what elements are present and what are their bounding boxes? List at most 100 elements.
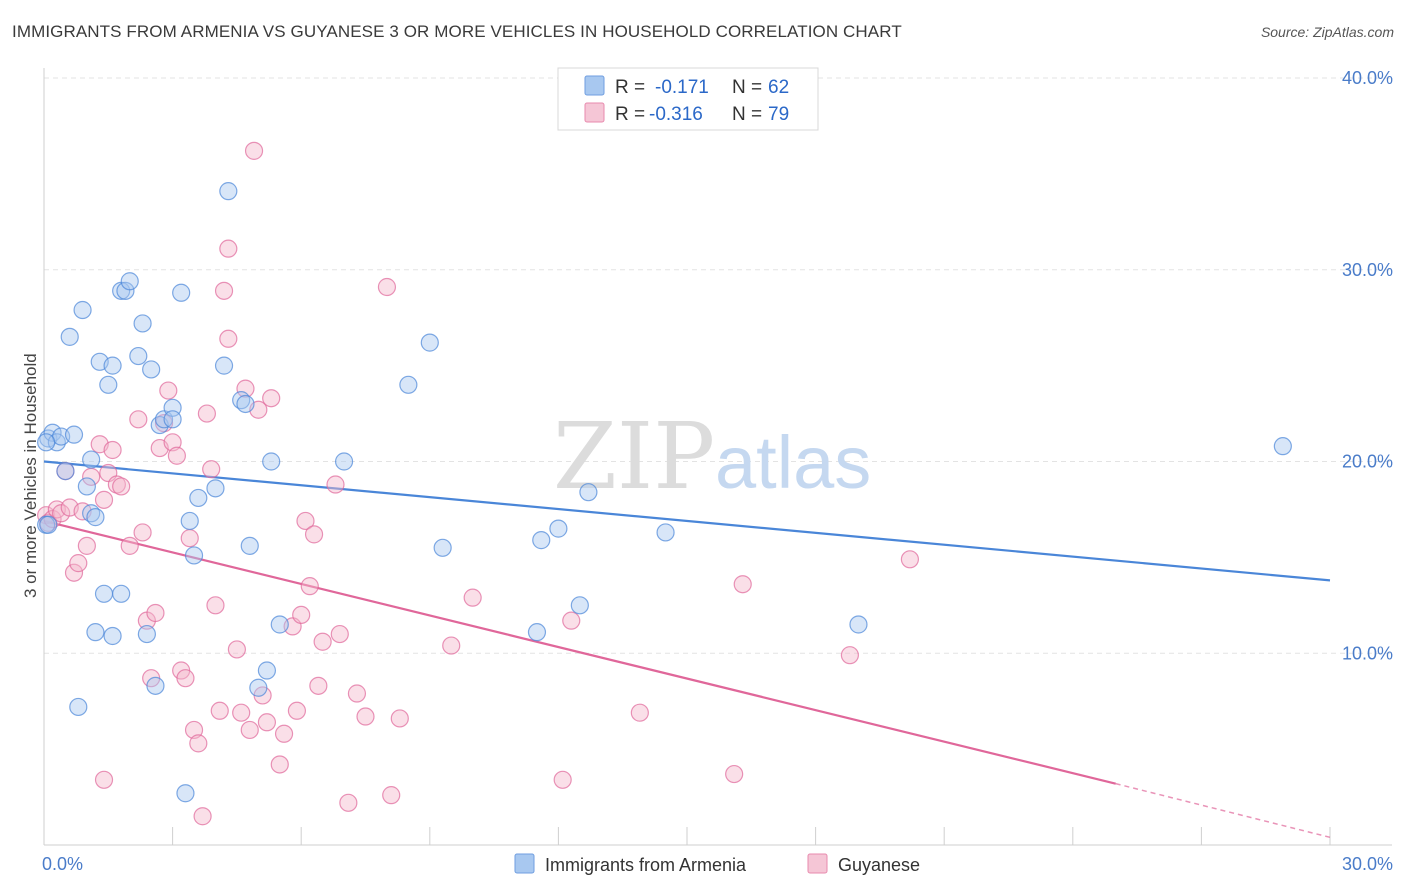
point-guyanese: [146, 603, 165, 623]
point-guyanese: [382, 786, 401, 805]
point-guyanese: [630, 703, 649, 722]
point-armenia: [133, 314, 152, 333]
point-armenia: [163, 410, 182, 429]
watermark-zip: ZIP: [553, 403, 715, 510]
point-armenia: [214, 356, 234, 375]
point-armenia: [103, 356, 122, 375]
point-armenia: [433, 538, 452, 557]
x-tick-label: 30.0%: [1342, 854, 1393, 874]
point-armenia: [579, 483, 598, 502]
point-armenia: [180, 511, 199, 531]
point-guyanese: [339, 793, 358, 812]
point-armenia: [189, 488, 208, 508]
trend-line-guyanese: [43, 519, 1116, 785]
legend-swatch-armenia: [584, 75, 605, 96]
point-armenia: [60, 327, 79, 346]
point-armenia: [527, 623, 547, 642]
x-axis-ticks: 0.0% 30.0%: [42, 854, 1393, 874]
y-tick-label: 20.0%: [1342, 452, 1393, 472]
point-armenia: [116, 281, 135, 300]
point-armenia: [82, 450, 101, 469]
point-armenia: [69, 697, 88, 717]
point-guyanese: [64, 563, 84, 582]
point-guyanese: [176, 669, 195, 688]
legend-n-guyanese: 79: [768, 104, 789, 125]
legend-r-armenia: -0.171: [655, 77, 709, 98]
point-guyanese: [463, 588, 482, 607]
watermark-atlas: atlas: [715, 421, 871, 504]
point-armenia: [570, 596, 589, 615]
y-axis-ticks: 10.0% 20.0% 30.0% 40.0%: [1342, 68, 1393, 663]
point-guyanese: [202, 460, 221, 479]
point-guyanese: [562, 611, 581, 630]
point-guyanese: [227, 640, 246, 659]
watermark: ZIP atlas: [553, 403, 871, 510]
point-armenia: [334, 452, 354, 471]
bottom-legend-guyanese: Guyanese: [838, 855, 920, 875]
point-armenia: [249, 678, 268, 697]
point-armenia: [39, 515, 58, 534]
point-guyanese: [725, 764, 744, 784]
point-guyanese: [442, 636, 461, 655]
point-guyanese: [184, 720, 204, 740]
point-guyanese: [77, 536, 96, 555]
point-guyanese: [206, 596, 225, 615]
point-guyanese: [347, 684, 367, 703]
y-tick-label: 30.0%: [1342, 260, 1393, 280]
point-guyanese: [112, 477, 131, 496]
point-armenia: [257, 661, 277, 680]
point-guyanese: [553, 770, 572, 789]
point-guyanese: [180, 529, 199, 548]
point-guyanese: [270, 755, 289, 774]
point-guyanese: [189, 734, 208, 753]
chart-title: IMMIGRANTS FROM ARMENIA VS GUYANESE 3 OR…: [12, 22, 902, 41]
point-guyanese: [900, 550, 920, 569]
point-guyanese: [274, 724, 294, 743]
point-armenia: [129, 346, 148, 366]
point-armenia: [270, 615, 289, 634]
point-guyanese: [330, 624, 349, 644]
point-guyanese: [309, 676, 328, 695]
point-armenia: [1273, 437, 1292, 456]
point-armenia: [236, 394, 255, 414]
point-guyanese: [326, 475, 345, 494]
point-guyanese: [356, 707, 375, 726]
point-armenia: [86, 508, 105, 527]
point-guyanese: [236, 379, 255, 398]
point-armenia: [56, 461, 75, 481]
legend-n-label-guyanese: N =: [732, 104, 762, 125]
point-guyanese: [94, 490, 114, 509]
point-armenia: [120, 272, 139, 291]
point-armenia: [142, 360, 161, 379]
point-armenia: [262, 452, 281, 471]
point-guyanese: [219, 329, 238, 348]
point-armenia: [99, 375, 118, 394]
point-guyanese: [313, 632, 332, 651]
point-guyanese: [257, 713, 277, 732]
point-guyanese: [733, 575, 752, 594]
point-guyanese: [210, 701, 229, 720]
point-armenia: [146, 676, 165, 695]
trend-line-dashed-guyanese: [1115, 782, 1331, 839]
point-armenia: [206, 479, 225, 498]
axes: [43, 68, 1392, 846]
trend-line-armenia: [43, 460, 1331, 582]
point-guyanese: [244, 141, 264, 160]
point-guyanese: [129, 410, 148, 429]
point-guyanese: [94, 770, 114, 789]
point-armenia: [103, 626, 122, 646]
point-armenia: [73, 300, 92, 320]
point-guyanese: [377, 277, 397, 297]
point-guyanese: [840, 646, 859, 665]
point-armenia: [37, 433, 56, 452]
bottom-legend-swatch-guyanese: [807, 853, 828, 874]
point-guyanese: [232, 703, 251, 722]
point-guyanese: [193, 807, 212, 826]
legend-r-label-guyanese: R =: [615, 104, 645, 125]
legend-n-label-armenia: N =: [732, 77, 762, 98]
point-guyanese: [296, 511, 315, 531]
point-guyanese: [69, 554, 88, 573]
point-guyanese: [390, 709, 409, 728]
y-tick-label: 40.0%: [1342, 68, 1393, 88]
